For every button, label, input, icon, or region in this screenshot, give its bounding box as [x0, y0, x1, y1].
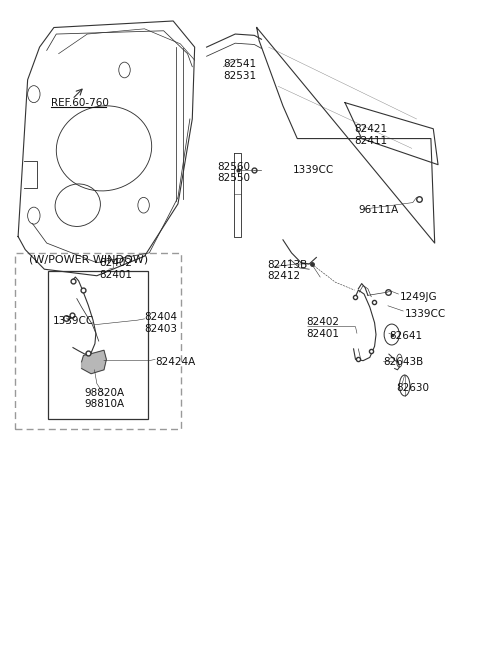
- Text: 82424A: 82424A: [155, 357, 195, 367]
- Text: REF.60-760: REF.60-760: [51, 98, 109, 108]
- Text: 1339CC: 1339CC: [405, 308, 446, 319]
- Text: 82560
82550: 82560 82550: [217, 162, 250, 183]
- Text: 82402
82401: 82402 82401: [99, 258, 132, 280]
- Text: 82641: 82641: [389, 331, 422, 341]
- Text: 82643B: 82643B: [383, 357, 423, 367]
- Text: 98820A
98810A: 98820A 98810A: [84, 388, 124, 409]
- Text: 1249JG: 1249JG: [400, 292, 437, 302]
- Bar: [48, 270, 148, 419]
- Text: 1339CC: 1339CC: [53, 316, 94, 327]
- Bar: [15, 253, 181, 429]
- Text: 1339CC: 1339CC: [292, 165, 334, 175]
- Text: 82402
82401: 82402 82401: [306, 318, 339, 338]
- Text: 82421
82411: 82421 82411: [355, 125, 388, 146]
- Text: 96111A: 96111A: [359, 205, 398, 215]
- Text: 82630: 82630: [396, 383, 430, 393]
- Text: 82413B
82412: 82413B 82412: [268, 260, 308, 281]
- Polygon shape: [82, 350, 107, 374]
- Text: 82541
82531: 82541 82531: [223, 59, 256, 81]
- Text: 82404
82403: 82404 82403: [144, 312, 178, 333]
- Text: (W/POWER WINDOW): (W/POWER WINDOW): [29, 255, 148, 264]
